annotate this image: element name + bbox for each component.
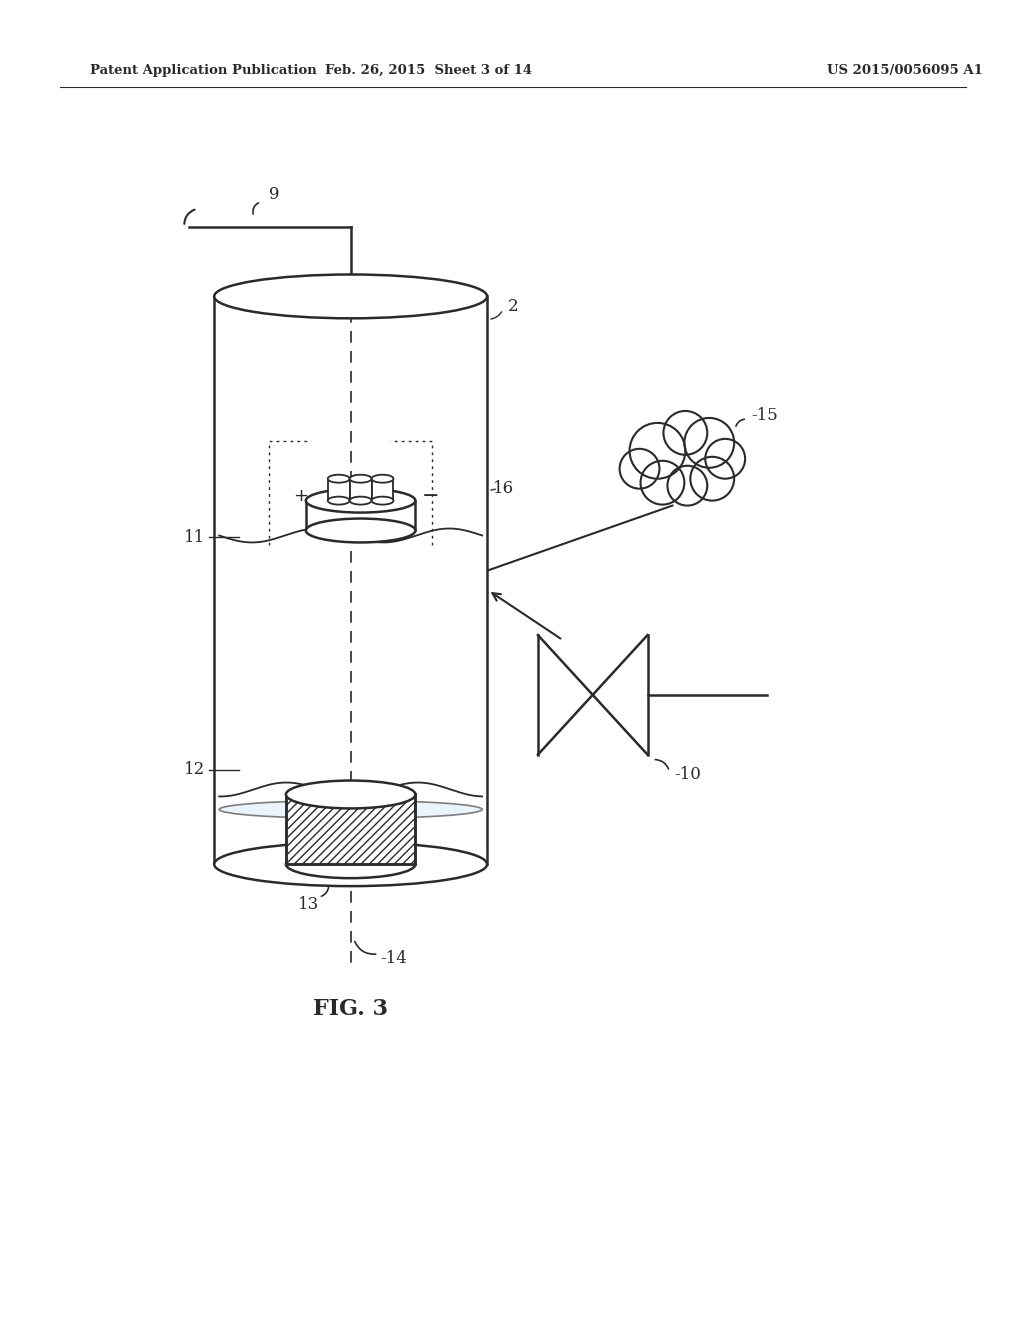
- Bar: [306, 500, 416, 531]
- Ellipse shape: [328, 496, 349, 504]
- Ellipse shape: [372, 475, 393, 483]
- Ellipse shape: [306, 488, 416, 512]
- Circle shape: [664, 411, 708, 455]
- Circle shape: [630, 422, 685, 479]
- Bar: [286, 795, 416, 865]
- Text: US 2015/0056095 A1: US 2015/0056095 A1: [826, 63, 983, 77]
- Text: -14: -14: [380, 950, 407, 968]
- Ellipse shape: [286, 850, 416, 878]
- Text: 16: 16: [493, 480, 514, 498]
- Ellipse shape: [349, 475, 372, 483]
- Text: 11: 11: [183, 529, 205, 546]
- Ellipse shape: [286, 780, 416, 808]
- Text: -15: -15: [752, 408, 778, 425]
- Ellipse shape: [214, 842, 487, 886]
- Text: Feb. 26, 2015  Sheet 3 of 14: Feb. 26, 2015 Sheet 3 of 14: [325, 63, 531, 77]
- Circle shape: [706, 438, 745, 479]
- Bar: [349, 479, 372, 500]
- Text: 12: 12: [183, 762, 205, 777]
- Circle shape: [620, 449, 659, 488]
- Bar: [286, 795, 416, 865]
- Ellipse shape: [219, 800, 482, 818]
- Text: +: +: [293, 487, 308, 504]
- Ellipse shape: [372, 496, 393, 504]
- Text: -10: -10: [674, 766, 700, 783]
- Circle shape: [668, 466, 708, 506]
- Bar: [372, 479, 393, 500]
- Text: 13: 13: [298, 895, 319, 912]
- Text: 9: 9: [268, 186, 280, 203]
- Text: −: −: [422, 486, 439, 506]
- Text: Patent Application Publication: Patent Application Publication: [90, 63, 316, 77]
- Circle shape: [641, 461, 684, 504]
- Circle shape: [684, 418, 734, 467]
- Text: 2: 2: [508, 298, 518, 315]
- Ellipse shape: [306, 519, 416, 543]
- Text: FIG. 3: FIG. 3: [313, 998, 388, 1019]
- Ellipse shape: [328, 475, 349, 483]
- Ellipse shape: [214, 275, 487, 318]
- Ellipse shape: [349, 496, 372, 504]
- Circle shape: [690, 457, 734, 500]
- Bar: [328, 479, 349, 500]
